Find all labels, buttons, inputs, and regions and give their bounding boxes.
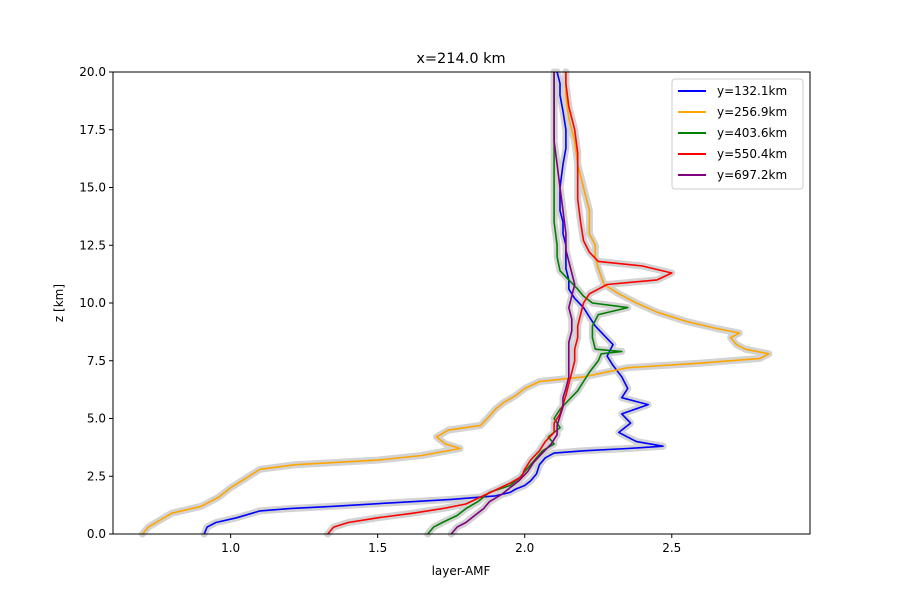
legend-label: y=550.4km (717, 147, 787, 161)
series-line-5 (450, 72, 576, 535)
legend-label: y=403.6km (717, 126, 787, 140)
uncertainty-band-5 (447, 68, 579, 538)
y-tick-label: 20.0 (79, 65, 106, 79)
y-tick-label: 17.5 (79, 123, 106, 137)
x-tick-label: 1.5 (368, 541, 387, 555)
y-tick-label: 2.5 (87, 469, 106, 483)
x-tick-label: 2.5 (662, 541, 681, 555)
series-lines (141, 71, 770, 535)
x-axis: 1.0 1.5 2.0 2.5 (221, 534, 681, 555)
legend-box (671, 78, 804, 190)
y-tick-label: 0.0 (87, 527, 106, 541)
y-tick-label: 12.5 (79, 238, 106, 252)
legend-label: y=256.9km (717, 105, 787, 119)
y-tick-label: 7.5 (87, 354, 106, 368)
legend-label: y=697.2km (717, 168, 787, 182)
x-tick-label: 1.0 (221, 541, 240, 555)
x-axis-title: layer-AMF (432, 564, 491, 578)
x-tick-label: 2.0 (515, 541, 534, 555)
series-line-3 (427, 72, 629, 535)
y-tick-label: 15.0 (79, 181, 106, 195)
y-tick-label: 10.0 (79, 296, 106, 310)
series-line-4 (327, 72, 673, 535)
y-axis-title: z [km] (52, 284, 66, 322)
chart-title: x=214.0 km (416, 51, 505, 67)
uncertainty-band-4 (324, 68, 676, 538)
legend: y=132.1km y=256.9km y=403.6km y=550.4km y=69… (671, 78, 804, 190)
y-axis: 0.0 2.5 5.0 7.5 10.0 12.5 15.0 17.5 20.0 (79, 65, 113, 541)
series-line-2 (141, 72, 770, 535)
y-tick-label: 5.0 (87, 412, 106, 426)
legend-label: y=132.1km (717, 84, 787, 98)
